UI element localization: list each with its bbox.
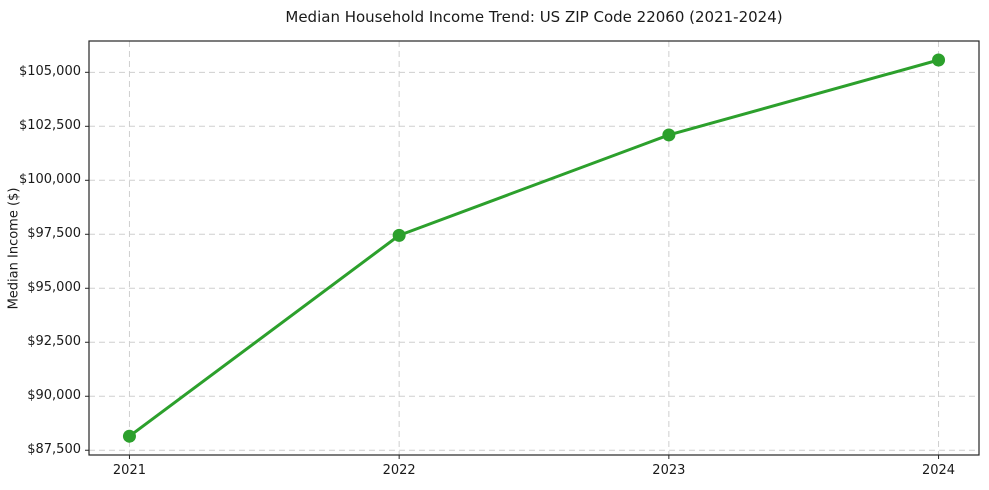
x-tick-label: 2021 [112, 463, 146, 478]
y-tick-label: $87,500 [27, 442, 81, 458]
y-tick-label: $90,000 [27, 388, 81, 404]
x-tick-label: 2022 [382, 463, 416, 478]
plot-border [88, 40, 980, 456]
x-tick-label: 2024 [921, 463, 956, 478]
data-point-marker [932, 53, 946, 67]
y-tick-label: $92,500 [27, 334, 81, 350]
x-tick-label: 2023 [652, 463, 686, 478]
chart-title: Median Household Income Trend: US ZIP Co… [285, 8, 783, 26]
y-tick-label: $97,500 [27, 226, 81, 242]
y-tick-label: $95,000 [27, 280, 81, 296]
data-point-marker [392, 228, 406, 242]
y-tick-label: $105,000 [18, 64, 81, 80]
trend-line [127, 58, 941, 438]
y-tick-label: $102,500 [18, 118, 81, 134]
data-point-marker [122, 429, 136, 443]
data-point-marker [662, 128, 676, 142]
y-tick-label: $100,000 [18, 172, 81, 188]
